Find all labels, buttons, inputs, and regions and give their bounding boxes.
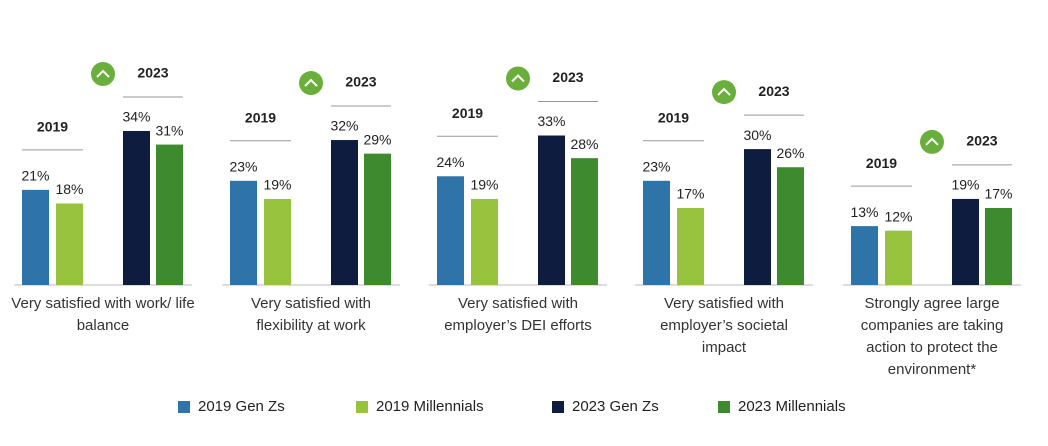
category-label: Strongly agree large companies are takin…: [860, 295, 1004, 378]
value-label: 18%: [55, 181, 83, 197]
up-chevron: [304, 78, 318, 87]
value-label: 23%: [642, 159, 670, 175]
up-icon: [712, 80, 736, 105]
legend-swatch: [718, 400, 730, 413]
bar: [885, 230, 912, 285]
value-label: 17%: [984, 186, 1012, 202]
value-label: 33%: [537, 113, 565, 129]
bar: [471, 198, 498, 285]
legend-item: 2019 Gen Zs: [178, 398, 285, 415]
up-chevron: [511, 74, 525, 83]
legend-label: 2019 Gen Zs: [198, 398, 285, 415]
value-label: 34%: [122, 109, 150, 125]
bar: [571, 158, 598, 285]
bar: [22, 189, 49, 285]
legend-label: 2023 Gen Zs: [572, 398, 659, 415]
bar: [643, 180, 670, 285]
bar: [952, 198, 979, 285]
bar: [156, 144, 183, 285]
bar: [744, 149, 771, 285]
bar: [264, 198, 291, 285]
value-label: 24%: [436, 154, 464, 170]
period-label: 2023: [758, 83, 789, 99]
legend-label: 2019 Millennials: [376, 398, 484, 415]
bar: [331, 140, 358, 285]
value-label: 28%: [570, 136, 598, 152]
legend-swatch: [552, 400, 564, 413]
category-label: Very satisfied with employer’s societal …: [660, 295, 788, 356]
value-label: 19%: [470, 177, 498, 193]
legend-item: 2023 Millennials: [718, 398, 846, 415]
period-label: 2023: [137, 65, 168, 81]
value-label: 19%: [951, 177, 979, 193]
category-label: Very satisfied with employer’s DEI effor…: [444, 295, 592, 334]
bar: [123, 130, 150, 285]
bar: [364, 153, 391, 285]
bar: [230, 180, 257, 285]
legend-swatch: [178, 400, 190, 413]
period-label: 2023: [345, 74, 376, 90]
up-icon: [91, 61, 115, 86]
value-label: 31%: [155, 122, 183, 138]
up-chevron: [717, 87, 731, 96]
period-label: 2019: [37, 119, 68, 135]
period-label: 2019: [245, 110, 276, 126]
period-label: 2019: [658, 110, 689, 126]
value-label: 12%: [884, 208, 912, 224]
bar: [851, 226, 878, 285]
value-label: 17%: [676, 186, 704, 202]
bar: [777, 167, 804, 285]
bar: [985, 207, 1012, 285]
value-label: 26%: [776, 145, 804, 161]
bar: [437, 176, 464, 285]
up-icon: [299, 71, 323, 96]
up-chevron: [96, 69, 110, 78]
value-label: 29%: [363, 131, 391, 147]
value-label: 23%: [229, 159, 257, 175]
legend-swatch: [356, 400, 368, 413]
up-icon: [506, 66, 530, 91]
category-label: Very satisfied with flexibility at work: [250, 295, 372, 334]
bar: [677, 207, 704, 285]
period-label: 2023: [966, 133, 997, 149]
value-label: 13%: [850, 204, 878, 220]
period-label: 2023: [552, 69, 583, 85]
up-chevron: [925, 137, 939, 146]
period-label: 2019: [452, 105, 483, 121]
value-label: 21%: [21, 168, 49, 184]
category-label: Very satisfied with work/ life balance: [11, 295, 195, 334]
bar: [538, 135, 565, 285]
bar: [56, 203, 83, 285]
up-icon: [920, 129, 944, 154]
value-label: 30%: [743, 127, 771, 143]
legend-label: 2023 Millennials: [738, 398, 846, 415]
period-label: 2019: [866, 155, 897, 171]
legend-item: 2019 Millennials: [356, 398, 484, 415]
value-label: 32%: [330, 118, 358, 134]
legend-item: 2023 Gen Zs: [552, 398, 659, 415]
value-label: 19%: [263, 177, 291, 193]
